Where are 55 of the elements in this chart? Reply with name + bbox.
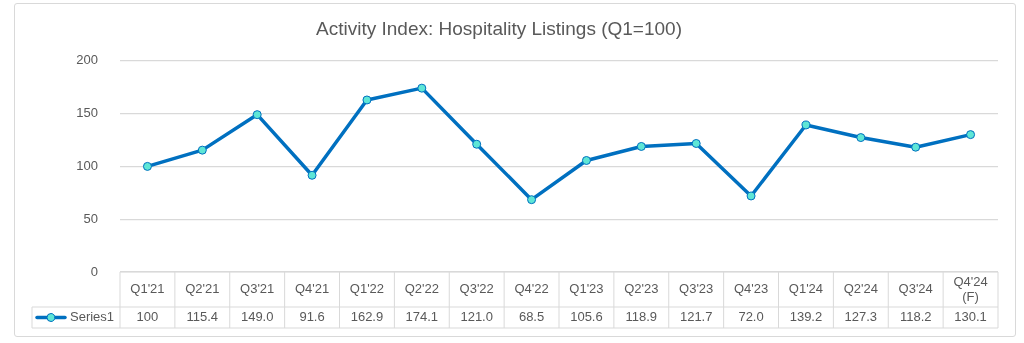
point (746, 191, 756, 201)
point (472, 139, 482, 149)
data-label: 118.2 (899, 309, 932, 325)
x-tick-label: Q1'23 (569, 281, 604, 297)
point (142, 161, 152, 171)
point (197, 145, 207, 155)
data-label: 174.1 (405, 309, 439, 325)
data-label: 100 (136, 309, 159, 325)
data-label: 118.9 (625, 309, 658, 325)
point (581, 155, 591, 165)
point (527, 195, 537, 205)
x-tick-label: Q2'23 (624, 281, 659, 297)
x-tick-label: Q3'24 (898, 281, 933, 297)
data-label: 105.6 (570, 309, 603, 325)
point (252, 110, 262, 120)
x-tick-label: Q3'23 (679, 281, 714, 297)
x-tick-label: Q1'24 (788, 281, 824, 297)
point (966, 130, 976, 140)
x-tick-label: Q4'22 (514, 281, 549, 297)
point (307, 170, 317, 180)
data-label: 127.3 (844, 309, 878, 325)
data-label: 162.9 (350, 309, 384, 325)
y-tick-label: 50 (83, 210, 98, 226)
data-label: 115.4 (186, 309, 219, 325)
data-label: 121.0 (460, 309, 493, 325)
x-tick-label: Q2'22 (404, 281, 439, 297)
data-label: 130.1 (954, 309, 987, 325)
x-tick-label: Q3'21 (240, 281, 275, 297)
data-label: 91.6 (299, 309, 325, 325)
x-tick-label: Q4'24 (F) (953, 273, 988, 304)
y-tick-label: 150 (76, 105, 98, 121)
data-label: 121.7 (679, 309, 713, 325)
x-tick-label: Q4'21 (294, 281, 330, 297)
data-label: 72.0 (738, 309, 764, 325)
legend-label: Series1 (70, 309, 115, 325)
point (911, 142, 921, 152)
x-tick-label: Q2'24 (843, 281, 878, 297)
point (636, 141, 646, 151)
data-label: 68.5 (518, 309, 545, 325)
x-tick-label: Q3'22 (459, 281, 494, 297)
chart-title: Activity Index: Hospitality Listings (Q1=100) (316, 17, 682, 39)
point (856, 133, 866, 143)
x-tick-label: Q4'23 (733, 281, 769, 297)
x-tick-label: Q2'21 (185, 281, 220, 297)
y-tick-label: 100 (76, 157, 98, 173)
point (417, 83, 427, 93)
point (362, 95, 372, 105)
data-label: 149.0 (240, 309, 274, 325)
x-tick-label: Q1'21 (130, 281, 165, 297)
data-label: 139.2 (789, 309, 823, 325)
y-tick-label: 0 (90, 263, 98, 279)
x-tick-label: Q1'22 (349, 281, 385, 297)
point (801, 120, 811, 130)
y-tick-label: 200 (76, 52, 98, 68)
point (691, 138, 701, 148)
